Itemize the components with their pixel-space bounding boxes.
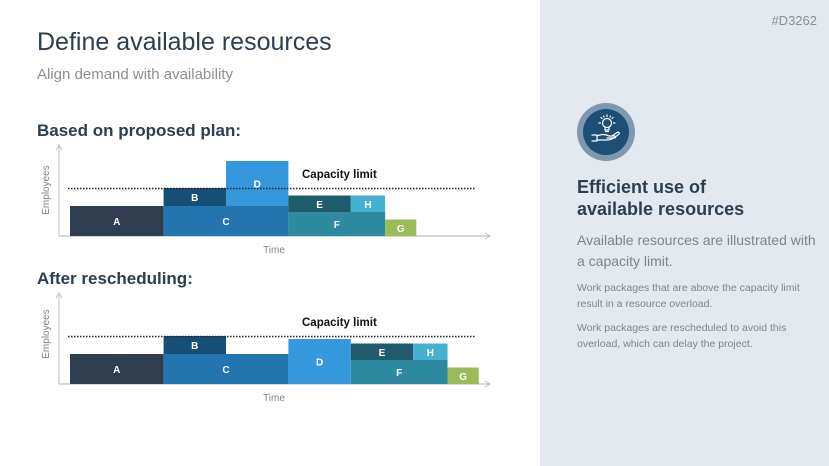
- icon-badge: [577, 103, 635, 161]
- work-package-label: B: [191, 193, 198, 204]
- work-package-label: F: [396, 368, 402, 379]
- work-package-label: D: [316, 358, 323, 369]
- work-package-a: [70, 354, 164, 384]
- x-axis-arrow: [484, 232, 491, 240]
- work-package-label: G: [397, 224, 405, 235]
- work-package-h: [413, 343, 448, 360]
- work-package-label: A: [113, 365, 120, 376]
- x-axis-arrow: [484, 380, 491, 388]
- x-axis-label: Time: [263, 245, 285, 256]
- sidebar-heading-line1: Efficient use of: [577, 177, 707, 197]
- work-package-label: E: [316, 200, 323, 211]
- sidebar-paragraph-overload: Work packages that are above the capacit…: [577, 282, 800, 310]
- capacity-limit-label: Capacity limit: [302, 317, 377, 329]
- main-content: Define available resources Align demand …: [0, 28, 540, 408]
- work-package-label: H: [364, 200, 371, 211]
- sidebar-lead-text: Available resources are illustrated with…: [577, 232, 816, 269]
- work-package-f: [288, 212, 386, 236]
- x-axis-label: Time: [263, 393, 285, 404]
- section-heading-after-rescheduling: After rescheduling:: [37, 269, 193, 288]
- work-package-g: [385, 219, 417, 236]
- resource-chart-proposed: A C B D FE H G Capacity limit Time Employees: [41, 144, 491, 256]
- work-package-label: G: [459, 372, 467, 383]
- page-subtitle: Align demand with availability: [37, 66, 233, 83]
- work-package-label: F: [334, 220, 340, 231]
- work-package-label: C: [222, 217, 229, 228]
- document-id: #D3262: [771, 13, 817, 28]
- work-package-e: [350, 343, 414, 360]
- page-title: Define available resources: [37, 28, 332, 56]
- work-package-label: A: [113, 217, 120, 228]
- work-package-a: [70, 206, 164, 236]
- work-package-f: [350, 360, 448, 384]
- work-package-label: D: [254, 180, 261, 191]
- y-axis-arrow: [55, 292, 63, 299]
- sidebar-panel: #D3262: [540, 0, 829, 466]
- work-package-d: [226, 161, 289, 206]
- work-package-b: [163, 336, 226, 354]
- sidebar-heading-line2: available resources: [577, 199, 745, 219]
- work-package-c: [163, 206, 289, 236]
- chart-proposed-plan: A C B D F E H G Capacity limit Time Employees: [0, 140, 540, 260]
- work-package-c: [163, 354, 289, 384]
- y-axis-label: Employees: [41, 165, 52, 214]
- work-package-h: [350, 195, 386, 212]
- hand-lightbulb-icon: [583, 109, 629, 155]
- section-heading-proposed-plan: Based on proposed plan:: [37, 121, 242, 140]
- work-package-label: C: [222, 365, 229, 376]
- work-package-b: [163, 188, 226, 206]
- sidebar-paragraph-reschedule: Work packages are rescheduled to avoid t…: [577, 322, 787, 350]
- work-package-label: E: [379, 348, 386, 359]
- work-package-g: [447, 367, 479, 384]
- work-package-d: [288, 339, 351, 384]
- resource-chart-rescheduled: A C B D FE H G Capacity limit Time Employees: [41, 292, 491, 404]
- work-package-label: B: [191, 341, 198, 352]
- y-axis-arrow: [55, 144, 63, 151]
- chart-after-rescheduling: A C B D F E H G Capacity limit Time Employees: [0, 288, 540, 408]
- work-package-label: H: [427, 348, 434, 359]
- work-package-e: [288, 195, 351, 212]
- y-axis-label: Employees: [41, 309, 52, 358]
- capacity-limit-label: Capacity limit: [302, 169, 377, 181]
- sidebar-heading: Efficient use of available resources: [577, 176, 817, 220]
